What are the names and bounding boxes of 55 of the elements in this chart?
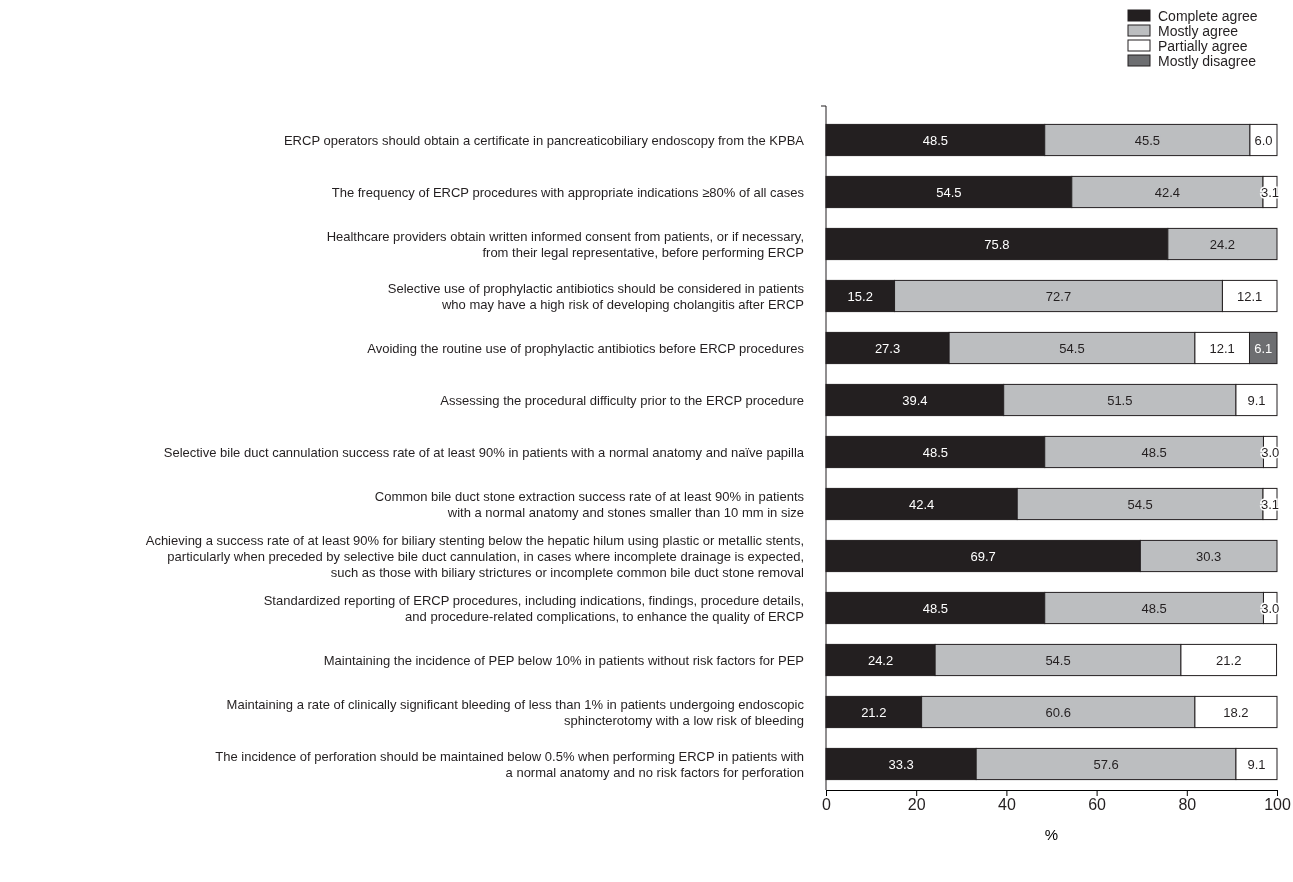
y-tick-label: Standardized reporting of ERCP procedures, including indications, findings, procedure details, and procedure-related complications, to enhance the quality of ERCP xyxy=(263,592,804,624)
data-label: 39.4 xyxy=(902,392,928,408)
data-label: 12.1 xyxy=(1237,288,1263,304)
x-tick-label: 100 xyxy=(1264,796,1291,814)
data-label: 18.2 xyxy=(1223,704,1249,720)
y-tick-label: Assessing the procedural difficulty prior to the ERCP procedure xyxy=(440,392,804,408)
x-tick-label: 60 xyxy=(1088,796,1107,814)
y-tick-label: The frequency of ERCP procedures with appropriate indications ≥80% of all cases xyxy=(331,184,805,200)
y-tick-label: Healthcare providers obtain written informed consent from patients, or if necessary, from their legal representative, before performing ERCP xyxy=(326,228,804,260)
y-tick-label: The incidence of perforation should be maintained below 0.5% when performing ERCP in patients with a normal anatomy and no risk factors for perforation xyxy=(215,748,804,780)
data-label: 72.7 xyxy=(1045,288,1072,304)
data-label: 33.3 xyxy=(888,756,914,772)
data-label: 6.0 xyxy=(1254,132,1273,148)
data-label: 54.5 xyxy=(1127,496,1153,512)
y-tick-label: Maintaining a rate of clinically significant bleeding of less than 1% in patients undergoing endoscopic sphincterotomy with a low risk of bleeding xyxy=(226,696,805,728)
data-label: 24.2 xyxy=(1209,236,1236,252)
y-tick-label: Selective use of prophylactic antibiotics should be considered in patients who may have a high risk of developing cholangitis after ERCP xyxy=(387,280,805,312)
data-label: 12.1 xyxy=(1209,340,1235,356)
data-label: 48.5 xyxy=(1141,444,1167,460)
data-label: 60.6 xyxy=(1045,704,1071,720)
data-label: 30.3 xyxy=(1196,548,1222,564)
data-label: 54.5 xyxy=(1059,340,1085,356)
data-label: 42.4 xyxy=(908,496,935,512)
x-tick-label: 80 xyxy=(1178,796,1197,814)
data-label: 54.5 xyxy=(1045,652,1071,668)
data-label: 15.2 xyxy=(847,288,873,304)
x-tick-label: 20 xyxy=(907,796,926,814)
data-label: 9.1 xyxy=(1247,756,1266,772)
data-label: 75.8 xyxy=(984,236,1010,252)
data-label: 6.1 xyxy=(1254,340,1273,356)
y-tick-label: Achieving a success rate of at least 90% for biliary stenting below the hepatic hilum using plastic or metallic stents, particularly when preceded by selective bile duct cannulation, in cases where incomplete drainage is expected, such as those with biliary strictures or incomplete common bile duct stone removal xyxy=(145,532,805,580)
x-tick-label: 40 xyxy=(998,796,1016,814)
data-label: 45.5 xyxy=(1134,132,1160,148)
y-tick-label: ERCP operators should obtain a certificate in pancreaticobiliary endoscopy from the KPBA xyxy=(283,132,805,148)
data-label: 9.1 xyxy=(1247,392,1266,408)
x-axis-title: % xyxy=(1044,826,1059,843)
legend-label: Complete agree xyxy=(1158,7,1258,24)
y-tick-label: Common bile duct stone extraction success rate of at least 90% in patients with a normal anatomy and stones smaller than 10 mm in size xyxy=(374,488,805,520)
data-label: 27.3 xyxy=(874,340,901,356)
data-label: 24.2 xyxy=(867,652,894,668)
y-tick-label: Avoiding the routine use of prophylactic antibiotics before ERCP procedures xyxy=(367,340,805,356)
data-label: 51.5 xyxy=(1107,392,1133,408)
data-label: 48.5 xyxy=(922,132,949,148)
data-label: 21.2 xyxy=(861,704,887,720)
data-label: 21.2 xyxy=(1216,652,1242,668)
x-tick-label: 0 xyxy=(822,796,832,814)
data-label: 69.7 xyxy=(970,548,996,564)
data-label: 48.5 xyxy=(922,444,949,460)
data-label: 48.5 xyxy=(1141,600,1167,616)
data-label: 42.4 xyxy=(1154,184,1181,200)
data-label: 57.6 xyxy=(1093,756,1119,772)
y-tick-label: Selective bile duct cannulation success rate of at least 90% in patients with a normal anatomy and naïve papilla xyxy=(163,444,805,460)
data-label: 48.5 xyxy=(922,600,949,616)
data-label: 54.5 xyxy=(936,184,962,200)
y-tick-label: Maintaining the incidence of PEP below 10% in patients without risk factors for PEP xyxy=(323,652,804,668)
